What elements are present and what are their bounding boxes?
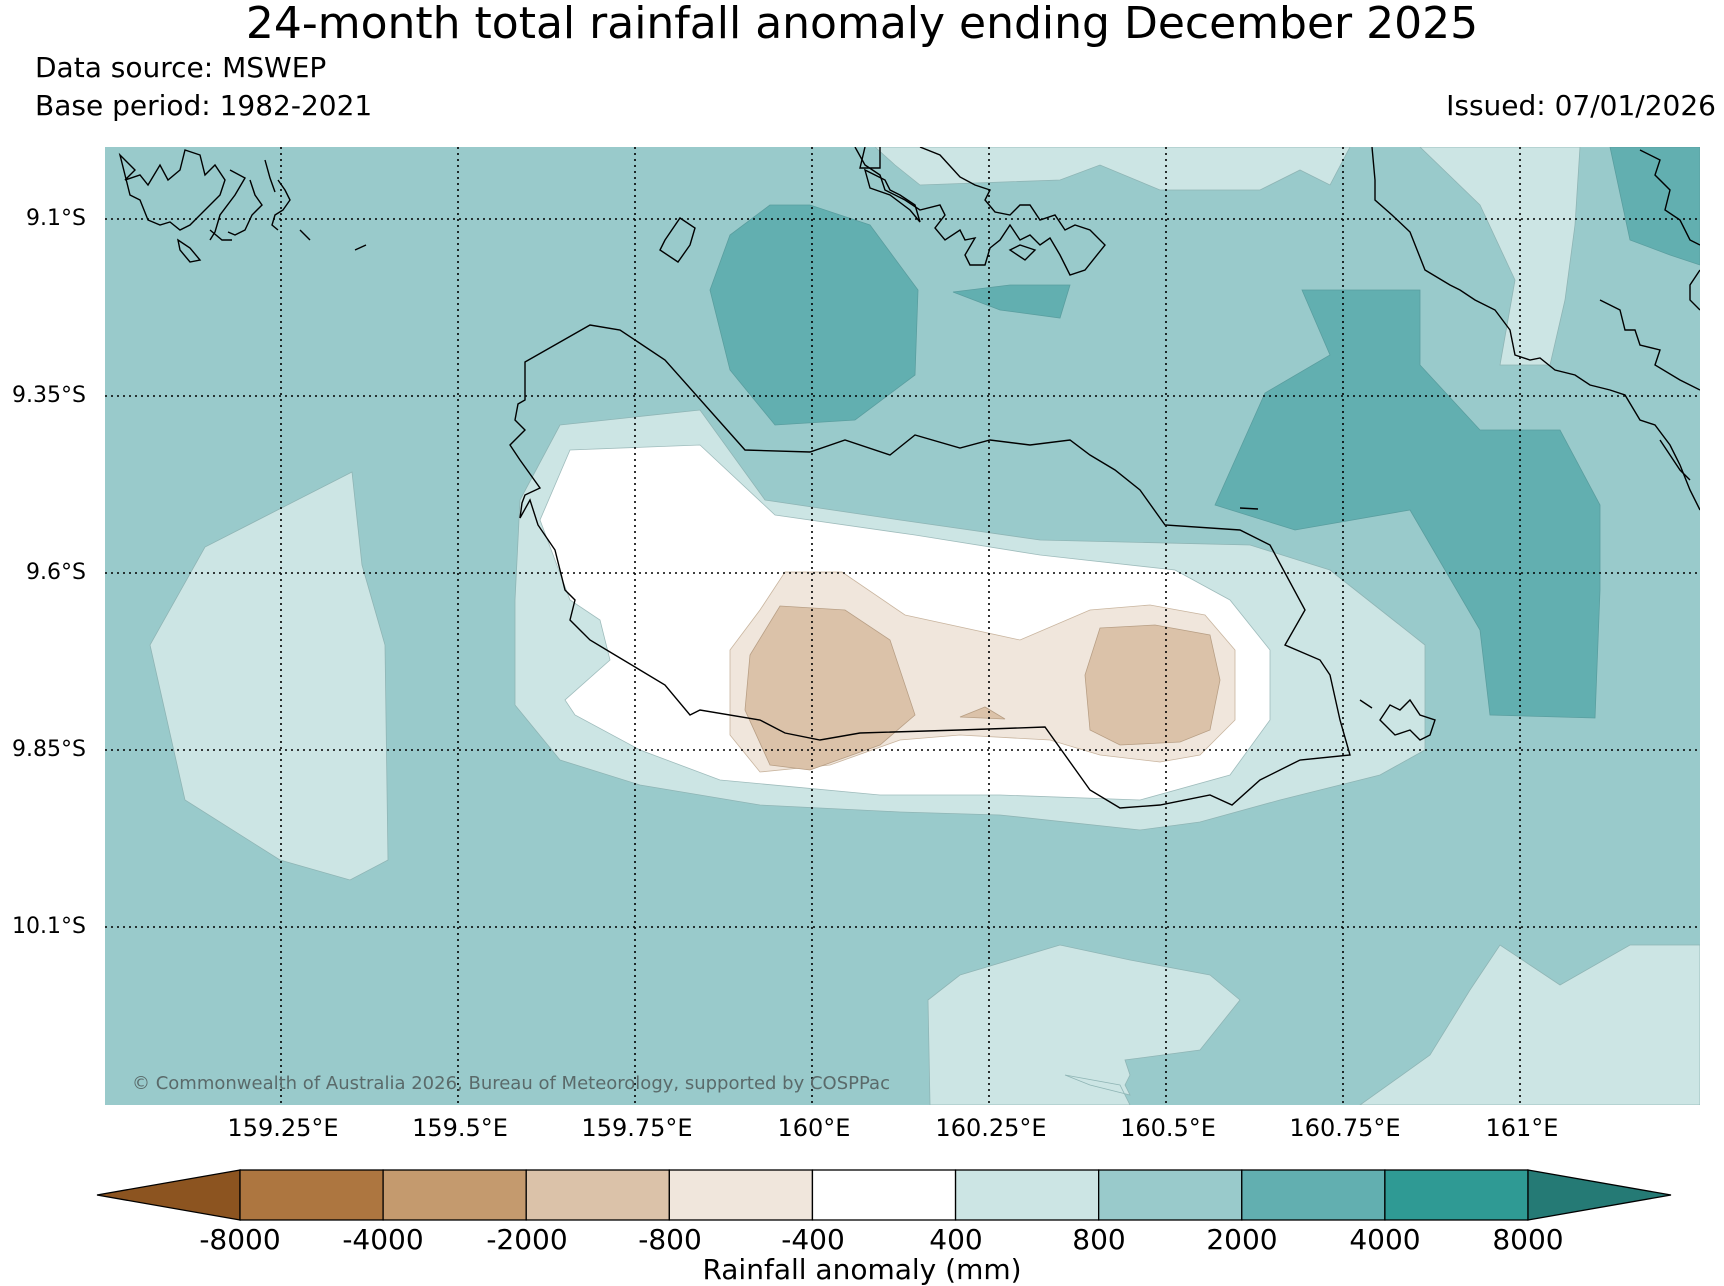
- lon-label: 160.5°E: [1120, 1114, 1216, 1142]
- colorbar-box: [954, 1169, 1100, 1221]
- lon-label: 159.75°E: [581, 1114, 693, 1142]
- colorbar-tick-label: -8000: [199, 1223, 281, 1256]
- colorbar-tick-label: -2000: [486, 1223, 568, 1256]
- lat-label: 9.85°S: [12, 737, 86, 762]
- data-source: Data source: MSWEP: [35, 51, 327, 84]
- colorbar-box: [525, 1169, 670, 1221]
- lat-label: 10.1°S: [12, 914, 86, 939]
- colorbar-box: [1098, 1169, 1243, 1221]
- colorbar-extend-high: [1527, 1169, 1672, 1221]
- colorbar-tick-label: -4000: [342, 1223, 424, 1256]
- lon-label: 160.75°E: [1289, 1114, 1401, 1142]
- colorbar-tick-label: -800: [638, 1223, 702, 1256]
- contour-west-light: [149, 471, 389, 881]
- contour-east-wet: [1214, 289, 1601, 719]
- coastlines: [118, 147, 1700, 809]
- contour-south-light: [927, 944, 1700, 1105]
- colorbar-boxes: [239, 1169, 1529, 1221]
- colorbar: [96, 1169, 1672, 1221]
- issued-date: Issued: 07/01/2026: [1446, 89, 1716, 122]
- colorbar-box: [239, 1169, 384, 1221]
- graticule: [105, 147, 1700, 1105]
- colorbar-box: [668, 1169, 814, 1221]
- lon-label: 160.25°E: [935, 1114, 1047, 1142]
- colorbar-tick-label: -400: [781, 1223, 845, 1256]
- contour-central-tan-east: [1084, 624, 1221, 746]
- lat-label: 9.35°S: [12, 383, 86, 408]
- colorbar-tick-label: 800: [1072, 1223, 1126, 1256]
- colorbar-tick-label: 2000: [1206, 1223, 1278, 1256]
- lon-label: 159.5°E: [412, 1114, 508, 1142]
- lat-label: 9.6°S: [26, 560, 86, 585]
- lon-label: 161°E: [1485, 1114, 1559, 1142]
- contour-central-tan-dot: [959, 706, 1006, 720]
- colorbar-box: [1241, 1169, 1386, 1221]
- colorbar-tick-label: 4000: [1349, 1223, 1421, 1256]
- contour-central-tan-west: [744, 605, 916, 771]
- colorbar-box: [811, 1169, 957, 1221]
- base-period: Base period: 1982-2021: [35, 89, 373, 122]
- colorbar-box: [382, 1169, 527, 1221]
- lat-label: 9.1°S: [26, 206, 86, 231]
- map-title: 24-month total rainfall anomaly ending D…: [245, 0, 1479, 49]
- colorbar-extend-low: [96, 1169, 241, 1221]
- colorbar-box: [1384, 1169, 1529, 1221]
- contour-ne-wet: [1609, 147, 1700, 266]
- lon-label: 160°E: [777, 1114, 851, 1142]
- map-plot-area: [105, 147, 1700, 1105]
- contour-north-light: [874, 147, 1581, 366]
- colorbar-tick-label: 8000: [1492, 1223, 1564, 1256]
- copyright-notice: © Commonwealth of Australia 2026, Bureau…: [132, 1073, 890, 1094]
- lon-label: 159.25°E: [227, 1114, 339, 1142]
- colorbar-title: Rainfall anomaly (mm): [702, 1253, 1022, 1286]
- colorbar-tick-label: 400: [929, 1223, 983, 1256]
- contour-small-wet: [952, 284, 1071, 319]
